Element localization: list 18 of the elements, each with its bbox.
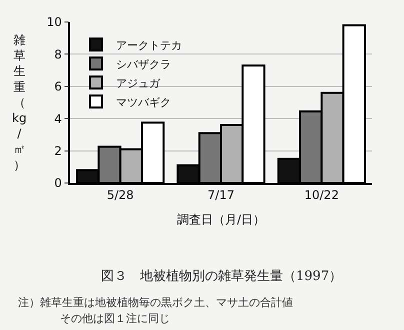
legend-label: アジュガ [116, 76, 162, 90]
x-axis-title: 調査日（月/日） [176, 212, 266, 227]
y-tick-label: 8 [54, 47, 62, 62]
x-tick-label: 5/28 [106, 188, 134, 202]
x-tick-label: 10/22 [304, 188, 339, 202]
text: 雑草生重（kg/㎡） [12, 33, 27, 172]
text: 注）雑草生重は地被植物毎の黒ボク土、マサ土の合計値 [18, 296, 293, 309]
text: 図３ 地被植物別の雑草発生量（1997） [101, 269, 342, 284]
legend-label: シバザクラ [116, 58, 172, 71]
legend-label: マツバギク [116, 96, 172, 109]
x-tick-label: 7/17 [208, 188, 234, 202]
y-tick-label: 2 [54, 144, 62, 158]
y-tick-label: 6 [54, 80, 62, 94]
legend-label: アークトテカ [116, 38, 182, 52]
y-tick-label: 4 [54, 112, 62, 126]
text: その他は図１注に同じ [60, 312, 170, 325]
y-tick-label: 0 [54, 176, 62, 190]
y-tick-label: 10 [46, 15, 62, 30]
